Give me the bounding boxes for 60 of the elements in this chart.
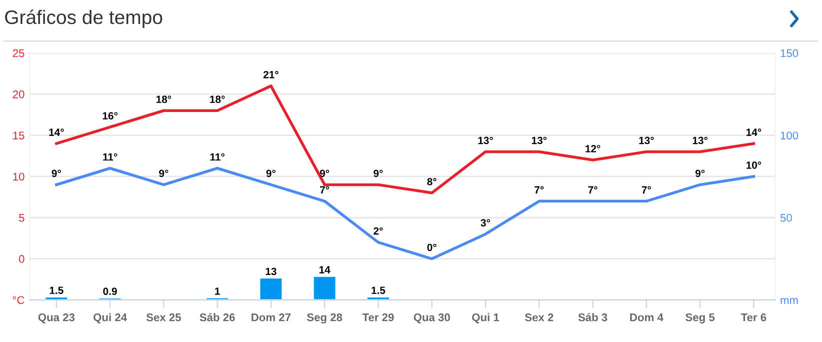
- data-label: 16°: [102, 112, 118, 120]
- data-label: 9°: [159, 170, 168, 178]
- x-tick-label: Sex 2: [524, 313, 554, 322]
- data-label: 14°: [49, 128, 64, 136]
- y-tick-label: 5: [18, 214, 24, 222]
- data-label: 9°: [52, 170, 61, 178]
- data-label: 7°: [642, 186, 651, 194]
- data-label: 9°: [266, 170, 276, 178]
- data-label: 11°: [103, 153, 118, 161]
- data-label: 13°: [639, 136, 654, 144]
- chart-title: Gráficos de tempo: [5, 10, 162, 28]
- x-tick-label: Dom 4: [630, 314, 664, 322]
- data-label: 11°: [210, 153, 224, 161]
- data-label: 14°: [746, 128, 762, 136]
- y2-tick-label: mm: [780, 298, 798, 304]
- data-label: 7°: [588, 186, 598, 194]
- x-tick-label: Qua 30: [414, 313, 450, 324]
- y2-tick-label: 50: [780, 214, 792, 222]
- y-tick-label: °C: [12, 296, 24, 304]
- data-label: 21°: [263, 70, 278, 78]
- data-label: 0°: [427, 244, 436, 252]
- x-tick-label: Seg 5: [686, 313, 715, 324]
- data-label: 9°: [320, 170, 330, 178]
- data-label: 1: [215, 288, 220, 295]
- data-label: 14: [319, 266, 330, 274]
- x-tick-label: Seg 28: [307, 313, 342, 324]
- x-tick-label: Ter 29: [362, 313, 394, 322]
- data-label: 13°: [532, 136, 547, 144]
- data-label: 2°: [374, 227, 383, 235]
- y2-tick-label: 150: [780, 49, 798, 58]
- data-label: 0.9: [103, 288, 117, 296]
- data-label: 7°: [320, 186, 330, 194]
- data-label: 13°: [692, 136, 708, 144]
- x-tick-label: Sáb 3: [578, 313, 608, 322]
- data-label: 8°: [427, 178, 436, 186]
- data-label: 9°: [374, 170, 383, 178]
- x-tick-label: Ter 6: [740, 313, 766, 322]
- data-label: 18°: [156, 96, 172, 104]
- x-tick-label: Qua 23: [38, 313, 75, 324]
- data-label: 7°: [534, 186, 544, 194]
- x-tick-label: Qui 24: [94, 313, 127, 324]
- data-label: 9°: [695, 170, 705, 178]
- data-label: 1.5: [50, 286, 64, 294]
- y-tick-label: 10: [13, 172, 24, 181]
- y-tick-label: 0: [18, 255, 24, 263]
- data-label: 1.5: [372, 286, 386, 294]
- data-label: 3°: [480, 219, 490, 226]
- data-label: 10°: [746, 161, 762, 169]
- data-label: 13: [266, 268, 276, 276]
- y2-tick-label: 100: [780, 132, 798, 140]
- x-tick-label: Qui 1: [472, 313, 500, 324]
- x-tick-label: Sáb 26: [200, 313, 235, 322]
- data-label: 18°: [210, 96, 225, 104]
- x-tick-label: Sex 25: [146, 313, 181, 322]
- y-tick-label: 15: [13, 132, 24, 140]
- y-tick-label: 25: [12, 49, 24, 58]
- data-label: 12°: [586, 145, 600, 152]
- x-tick-label: Dom 27: [252, 313, 291, 322]
- data-label: 13°: [478, 136, 493, 144]
- y-tick-label: 20: [12, 90, 24, 98]
